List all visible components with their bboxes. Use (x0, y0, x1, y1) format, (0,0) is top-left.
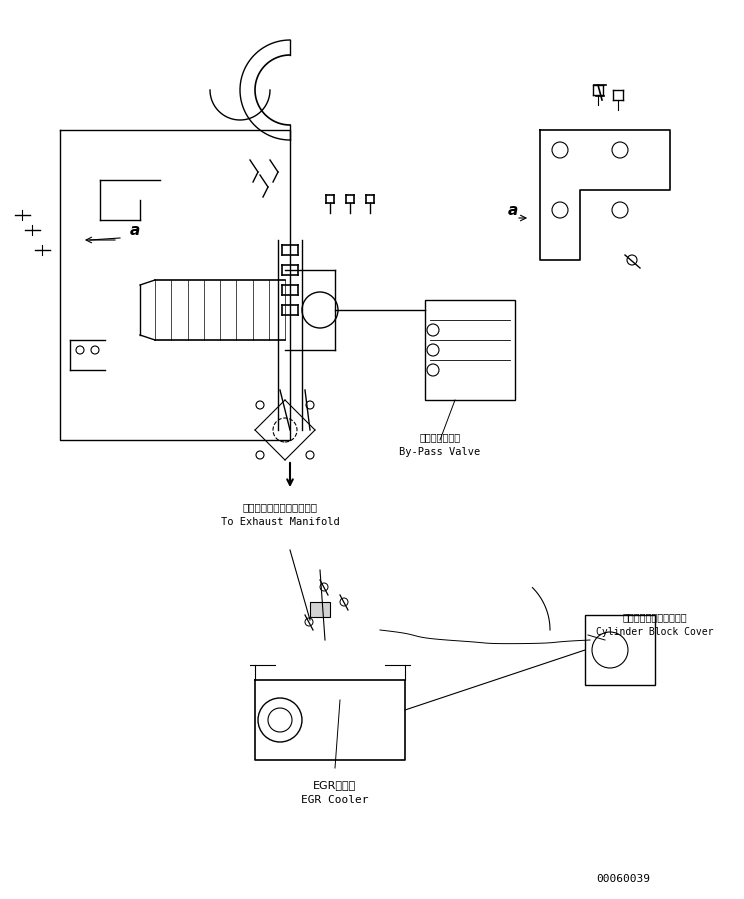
Text: バイパスバルブ: バイパスバルブ (420, 432, 461, 442)
Text: EGRクーラ: EGRクーラ (313, 780, 356, 790)
Circle shape (306, 451, 314, 459)
Text: エキゾーストマニホルドへ: エキゾーストマニホルドへ (243, 502, 318, 512)
Circle shape (306, 401, 314, 409)
Text: To Exhaust Manifold: To Exhaust Manifold (221, 517, 339, 527)
Text: シリンダブロックカバー: シリンダブロックカバー (623, 612, 687, 622)
Text: EGR Cooler: EGR Cooler (301, 795, 369, 805)
Bar (585, 615, 655, 685)
Text: Cylinder Block Cover: Cylinder Block Cover (596, 627, 713, 637)
Circle shape (256, 451, 264, 459)
Circle shape (256, 401, 264, 409)
Bar (310, 602, 330, 617)
Text: 00060039: 00060039 (596, 874, 650, 884)
Text: a: a (508, 203, 519, 218)
Text: By-Pass Valve: By-Pass Valve (400, 447, 481, 457)
Bar (425, 300, 515, 400)
Text: a: a (130, 223, 141, 238)
